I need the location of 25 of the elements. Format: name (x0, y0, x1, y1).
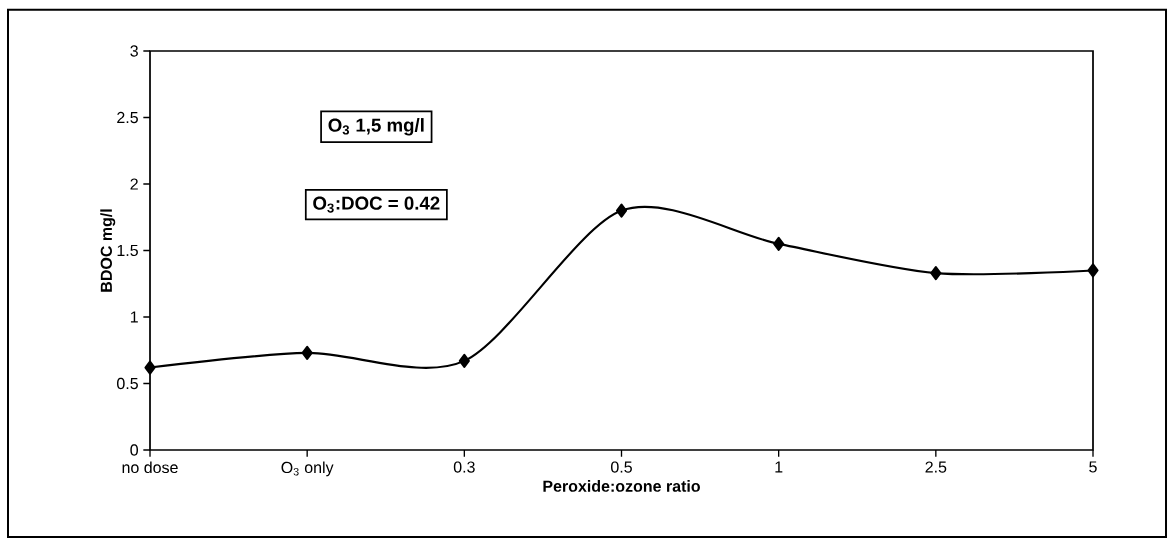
x-tick-label: O$_{3}$ only (281, 461, 334, 477)
point (301, 345, 313, 360)
y-tick-label: 1.5 (117, 244, 138, 257)
point (1087, 263, 1099, 278)
point (458, 353, 470, 368)
point (615, 203, 628, 218)
annotation: O$_{3}$ 1,5 mg/l (328, 118, 424, 136)
x-tick-label: 1 (775, 461, 783, 473)
x-tick-label: 2.5 (925, 461, 947, 473)
y-tick-label: 2.5 (117, 111, 138, 124)
y-tick-label: 3 (130, 45, 138, 57)
point (773, 236, 785, 251)
annotation: O$_{3}$:DOC = 0.42 (313, 196, 440, 213)
y-axis-title: BDOC mg/l (100, 209, 116, 292)
point (930, 266, 942, 281)
x-tick-label: 0.5 (611, 461, 632, 473)
x-tick-label: 5 (1089, 461, 1097, 473)
y-tick-label: 1 (130, 311, 138, 323)
point (144, 360, 156, 375)
y-tick-label: 0 (130, 444, 139, 456)
x-axis-title: Peroxide:ozone ratio (543, 480, 700, 492)
x-tick-label: no dose (122, 461, 178, 474)
y-tick-label: 2 (130, 178, 138, 190)
y-tick-label: 0.5 (117, 377, 138, 390)
x-tick-label: 0.3 (453, 461, 475, 473)
